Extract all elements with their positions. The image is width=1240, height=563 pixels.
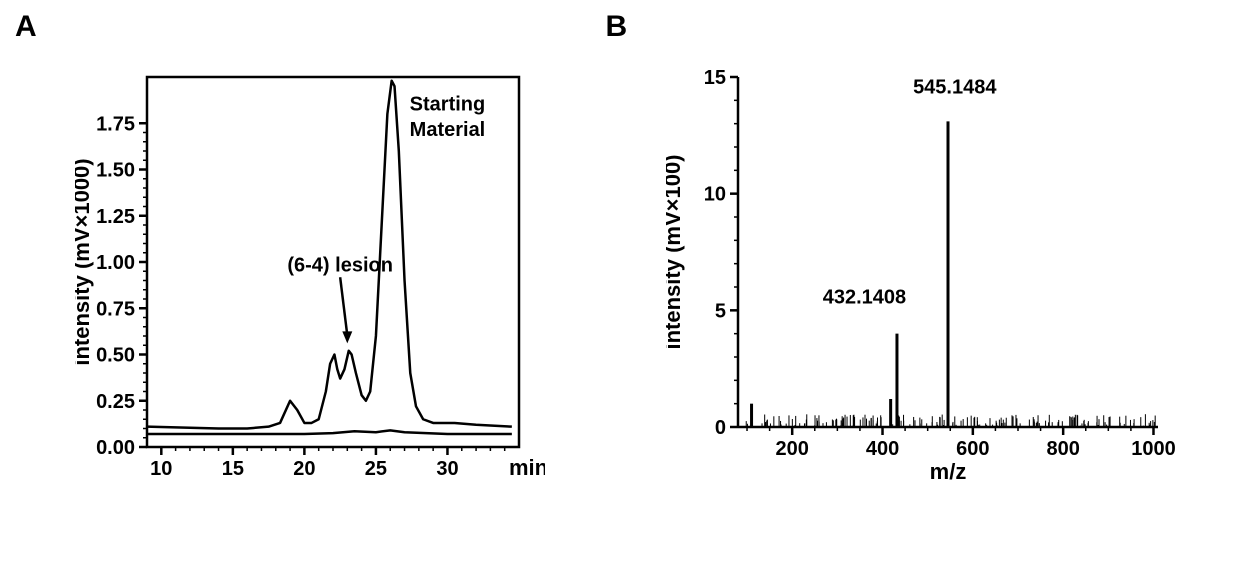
svg-text:Material: Material — [410, 119, 486, 141]
panel-b: B 0510152004006008001000m/zintensity (mV… — [611, 20, 1220, 543]
svg-text:545.1484: 545.1484 — [913, 76, 997, 98]
svg-text:400: 400 — [865, 438, 898, 460]
svg-text:1.75: 1.75 — [96, 113, 135, 135]
svg-text:(6-4) lesion: (6-4) lesion — [287, 254, 393, 276]
svg-text:600: 600 — [956, 438, 989, 460]
svg-text:0.00: 0.00 — [96, 437, 135, 459]
panel-b-label: B — [606, 10, 628, 44]
svg-text:Starting: Starting — [410, 93, 486, 115]
svg-text:0.50: 0.50 — [96, 345, 135, 367]
panel-a: A 0.000.250.500.751.001.251.501.75101520… — [20, 20, 571, 543]
mass-spectrum-svg: 0 5 10 15 200 400 600 800 1000 m/z intensity (mV×1… — [666, 55, 1186, 485]
svg-text:10: 10 — [150, 458, 172, 480]
panel-a-chart: 0.00 0.25 0.50 0.75 1.00 1.25 1.50 1.75 10 15 20 25… — [75, 55, 571, 485]
svg-text:1.25: 1.25 — [96, 206, 135, 228]
panel-a-label: A — [15, 10, 37, 44]
svg-text:25: 25 — [365, 458, 387, 480]
svg-text:15: 15 — [222, 458, 244, 480]
svg-text:m/z: m/z — [929, 459, 966, 484]
svg-text:0.75: 0.75 — [96, 298, 135, 320]
svg-text:15: 15 — [703, 67, 725, 89]
panel-b-chart: 0 5 10 15 200 400 600 800 1000 m/z intensity (mV×1… — [666, 55, 1220, 485]
svg-text:10: 10 — [703, 184, 725, 206]
svg-text:1.00: 1.00 — [96, 252, 135, 274]
svg-text:5: 5 — [714, 300, 725, 322]
svg-text:0.25: 0.25 — [96, 391, 135, 413]
svg-text:200: 200 — [775, 438, 808, 460]
svg-text:min: min — [509, 455, 545, 480]
svg-text:800: 800 — [1046, 438, 1079, 460]
chromatogram-svg: 0.00 0.25 0.50 0.75 1.00 1.25 1.50 1.75 10 15 20 25… — [75, 55, 545, 485]
svg-text:30: 30 — [436, 458, 458, 480]
svg-text:1.50: 1.50 — [96, 160, 135, 182]
svg-text:432.1408: 432.1408 — [822, 286, 905, 308]
svg-text:intensity (mV×1000): intensity (mV×1000) — [75, 158, 94, 365]
svg-text:intensity (mV×100): intensity (mV×100) — [666, 154, 685, 349]
svg-text:20: 20 — [293, 458, 315, 480]
svg-text:0: 0 — [714, 417, 725, 439]
svg-text:1000: 1000 — [1131, 438, 1176, 460]
